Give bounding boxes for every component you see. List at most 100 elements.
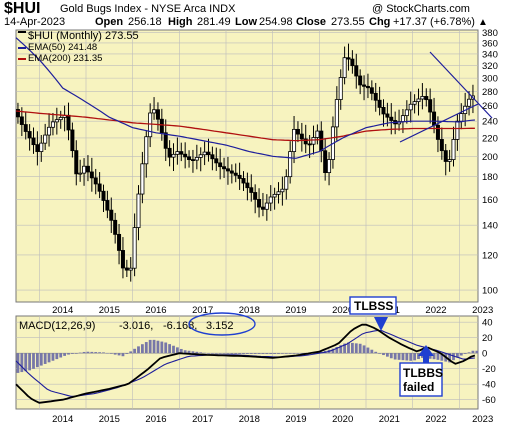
histogram-bar xyxy=(39,353,43,366)
candle-body xyxy=(31,137,36,146)
candle-body xyxy=(171,153,176,158)
histogram-bar xyxy=(137,346,140,354)
candle-body xyxy=(299,133,304,140)
candle-body xyxy=(412,101,417,105)
price-tick-label: 340 xyxy=(482,49,498,60)
candle-body xyxy=(245,182,250,189)
histogram-bar xyxy=(67,353,70,355)
histogram-bar xyxy=(156,340,160,354)
candle-body xyxy=(210,154,215,160)
price-tick-label: 100 xyxy=(482,286,498,297)
tlbbs-label: TLBBS xyxy=(403,366,443,380)
index-description: Gold Bugs Index - NYSE Arca INDX xyxy=(60,3,236,15)
candle-body xyxy=(284,176,289,190)
histogram-bar xyxy=(47,353,51,363)
candle-body xyxy=(54,119,59,123)
price-tick-label: 360 xyxy=(482,38,498,49)
candle-body xyxy=(439,139,444,152)
candle-body xyxy=(120,250,125,269)
candle-body xyxy=(319,130,324,152)
x-tick-label: 2023 xyxy=(472,414,493,425)
histogram-bar xyxy=(467,352,471,354)
histogram-bar xyxy=(125,353,129,354)
candle-body xyxy=(455,120,460,140)
candle-body xyxy=(124,267,129,271)
price-gridlines xyxy=(16,30,478,302)
candle-body xyxy=(183,153,188,158)
x-tick-label: 2015 xyxy=(99,305,120,316)
candle-body xyxy=(268,196,273,204)
macd-tick-label: -20 xyxy=(482,364,496,375)
histogram-bar xyxy=(382,353,385,356)
histogram-bar xyxy=(98,352,102,354)
histogram-bar xyxy=(463,353,467,354)
histogram-bar xyxy=(397,353,401,360)
histogram-bar xyxy=(230,353,234,354)
price-tick-label: 180 xyxy=(482,172,498,183)
price-tick-label: 240 xyxy=(482,117,498,128)
candle-body xyxy=(132,227,137,269)
histogram-bar xyxy=(168,344,172,354)
histogram-bar xyxy=(82,351,86,354)
histogram-bar xyxy=(335,347,339,354)
histogram-bar xyxy=(393,353,397,360)
macd-y-axis: 40 20 0 -20 -40 -60 xyxy=(482,318,496,407)
price-tick-label: 280 xyxy=(482,87,498,98)
candle-body xyxy=(377,99,382,108)
candle-body xyxy=(202,151,207,156)
candle-body xyxy=(105,200,110,211)
candle-body xyxy=(70,129,75,152)
histogram-bar xyxy=(24,353,28,372)
histogram-bar xyxy=(296,353,300,354)
histogram-bar xyxy=(207,353,210,354)
x-tick-label: 2019 xyxy=(285,305,306,316)
tlbbs-failed-label: failed xyxy=(403,380,434,394)
candle-body xyxy=(117,233,122,251)
candle-body xyxy=(276,191,281,195)
candle-body xyxy=(350,58,355,67)
tlbss-arrow-icon xyxy=(374,317,388,331)
candle-body xyxy=(400,115,405,122)
candle-body xyxy=(408,103,413,111)
histogram-bar xyxy=(257,353,261,354)
trendline-descending xyxy=(429,51,493,119)
candle-body xyxy=(389,116,394,121)
high-label: High xyxy=(168,16,193,28)
histogram-bar xyxy=(417,353,420,360)
candle-body xyxy=(264,202,269,210)
candle-body xyxy=(369,87,374,94)
candle-body xyxy=(93,177,98,185)
x-tick-label: 2023 xyxy=(472,305,493,316)
price-y-axis: 1001201401601802002202402602803003203403… xyxy=(482,28,498,297)
histogram-bar xyxy=(109,353,113,354)
histogram-bar xyxy=(43,353,47,364)
histogram-bar xyxy=(300,353,304,354)
trendline-ascending xyxy=(399,103,479,143)
candle-body xyxy=(66,114,71,131)
histogram-bar xyxy=(129,351,133,354)
histogram-bar xyxy=(175,347,179,354)
x-tick-label: 2019 xyxy=(285,414,306,425)
histogram-bar xyxy=(277,353,280,354)
tlbbs-box xyxy=(399,362,443,397)
candle-body xyxy=(346,57,351,60)
price-tick-label: 220 xyxy=(482,133,498,144)
histogram-bar xyxy=(218,353,222,354)
histogram-bar xyxy=(140,344,144,354)
histogram-bar xyxy=(210,353,214,354)
candle-body xyxy=(225,168,230,172)
x-tick-label: 2020 xyxy=(332,305,353,316)
histogram-bar xyxy=(55,353,59,360)
candle-body xyxy=(27,131,32,139)
histogram-bar xyxy=(199,352,203,354)
histogram-bar xyxy=(160,341,164,354)
x-tick-label: 2022 xyxy=(425,305,446,316)
histogram-bar xyxy=(452,353,455,361)
candle-body xyxy=(190,159,195,161)
candle-body xyxy=(47,126,52,136)
candle-body xyxy=(50,121,55,128)
candle-body xyxy=(152,109,157,114)
histogram-bar xyxy=(358,343,362,354)
